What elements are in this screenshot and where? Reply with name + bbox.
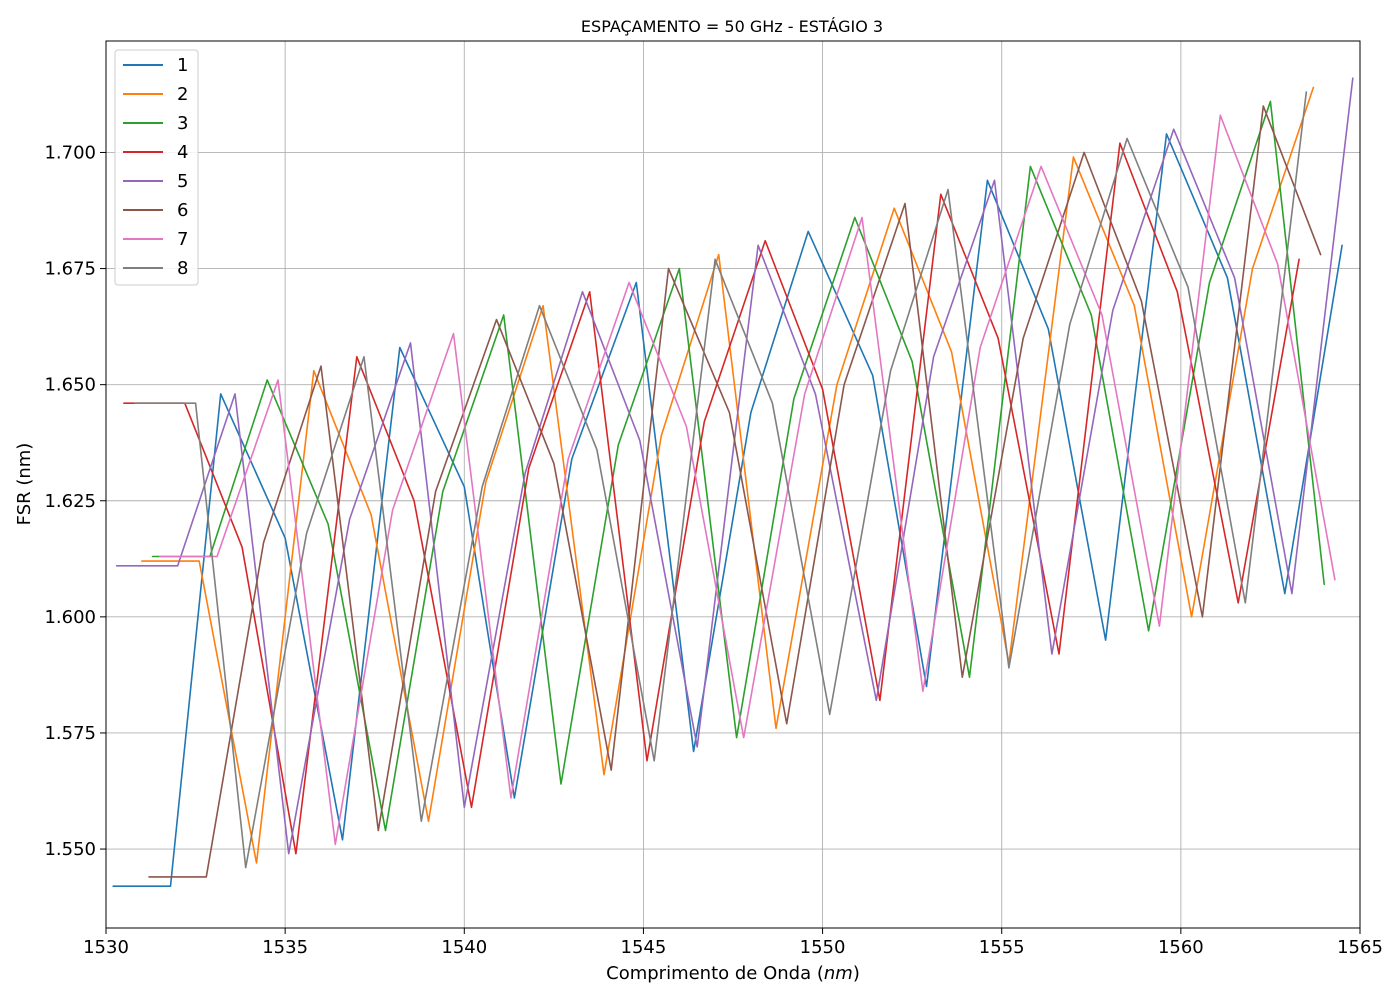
series-line-6 xyxy=(148,105,1322,878)
x-tick-label: 1535 xyxy=(262,937,308,958)
legend-label-3: 3 xyxy=(177,113,188,134)
x-tick-label: 1545 xyxy=(621,937,667,958)
legend-box xyxy=(114,49,199,286)
legend: 1 2 3 4 5 6 7 8 xyxy=(114,49,199,286)
x-tick-label: 1555 xyxy=(979,937,1025,958)
grid xyxy=(105,41,1361,928)
x-tick-label: 1560 xyxy=(1158,937,1204,958)
x-axis: 1530 1535 1540 1545 1550 1555 1560 1565 xyxy=(83,928,1383,958)
x-tick-label: 1550 xyxy=(800,937,846,958)
legend-label-7: 7 xyxy=(177,229,188,250)
y-tick-label: 1.650 xyxy=(44,375,96,396)
y-tick-label: 1.700 xyxy=(44,142,96,163)
y-axis-label: FSR (nm) xyxy=(14,443,35,526)
legend-label-1: 1 xyxy=(177,55,188,76)
series-line-5 xyxy=(115,77,1354,855)
y-tick-label: 1.600 xyxy=(44,607,96,628)
series-line-2 xyxy=(141,86,1315,864)
series-line-7 xyxy=(158,114,1336,846)
series-lines xyxy=(112,77,1354,887)
plot-frame xyxy=(105,40,1361,929)
y-tick-label: 1.625 xyxy=(44,491,96,512)
x-tick-label: 1565 xyxy=(1337,937,1383,958)
series-line-1 xyxy=(112,133,1343,887)
legend-label-4: 4 xyxy=(177,142,188,163)
x-tick-label: 1540 xyxy=(441,937,487,958)
y-tick-label: 1.575 xyxy=(44,723,96,744)
legend-label-2: 2 xyxy=(177,84,188,105)
chart-title: ESPAÇAMENTO = 50 GHz - ESTÁGIO 3 xyxy=(581,17,883,36)
series-line-8 xyxy=(133,91,1308,869)
legend-label-6: 6 xyxy=(177,200,188,221)
x-axis-label: Comprimento de Onda (nm) xyxy=(606,963,860,984)
y-tick-label: 1.550 xyxy=(44,839,96,860)
y-axis: 1.550 1.575 1.600 1.625 1.650 1.675 1.700 xyxy=(44,142,106,860)
series-line-3 xyxy=(151,100,1325,832)
y-tick-label: 1.675 xyxy=(44,259,96,280)
legend-label-5: 5 xyxy=(177,171,188,192)
x-tick-label: 1530 xyxy=(83,937,129,958)
legend-label-8: 8 xyxy=(177,258,188,279)
